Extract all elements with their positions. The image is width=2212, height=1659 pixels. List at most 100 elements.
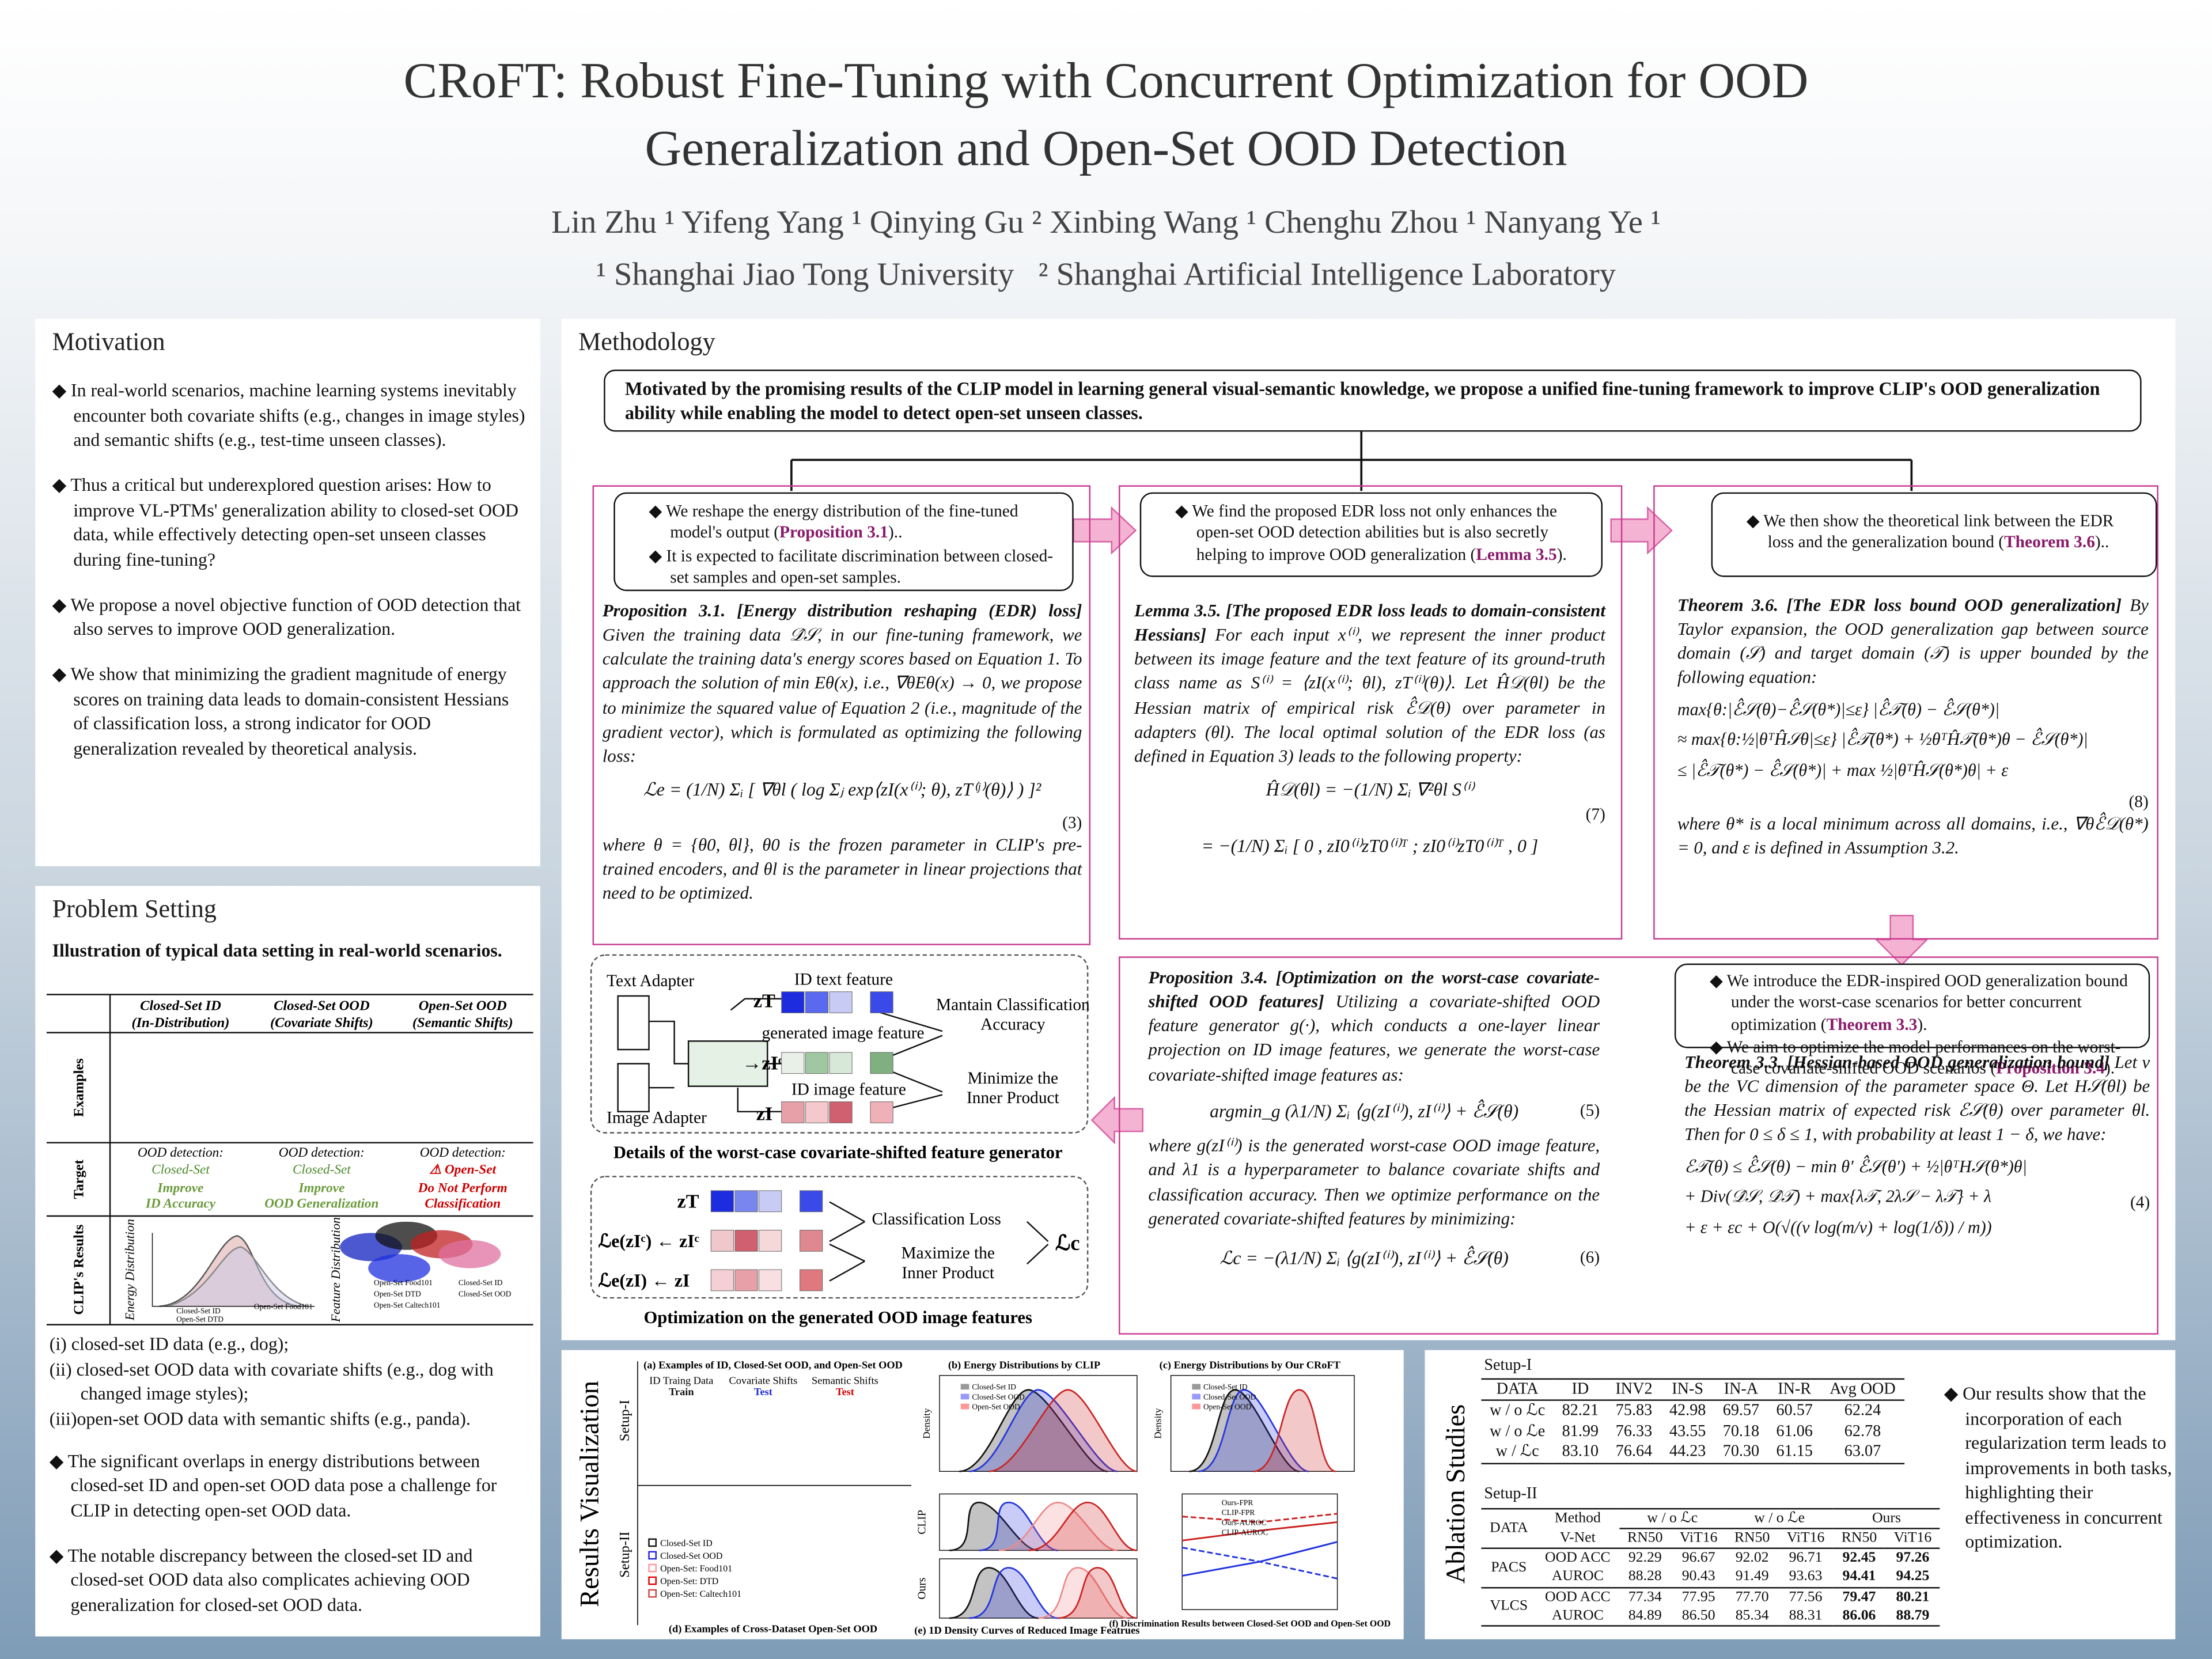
legend-label: Closed-Set OOD	[459, 1290, 512, 1298]
table-header: DATA	[1490, 1521, 1528, 1537]
table-row: DATA Method w / o ℒc w / o ℒe Ours	[1481, 1509, 1940, 1536]
theorem-title: Proposition 3.4. [Optimization on the wo…	[1148, 968, 1600, 1012]
ablation-table: DATA Method w / o ℒc w / o ℒe Ours V-Net RN50 V…	[1481, 1508, 1940, 1626]
column-box: We reshape the energy distribution of th…	[592, 485, 1091, 945]
setup-label: Setup-I	[1484, 1357, 1532, 1374]
legend-label: Ours-FPR	[1222, 1498, 1253, 1507]
table-cell: AUROC	[1551, 1569, 1604, 1585]
feature-cell	[710, 1230, 734, 1252]
setup-label: Setup-I	[617, 1400, 632, 1441]
feature-cell	[759, 1230, 782, 1252]
table-cell: 70.30	[1722, 1443, 1760, 1461]
metric-curve	[1181, 1541, 1338, 1577]
feature-cell	[870, 1101, 893, 1123]
equation: Ĥ𝒟(θl) = −(1/N) Σᵢ ∇²θl S⁽ⁱ⁾	[1266, 778, 1474, 800]
setting-figure: Closed-Set ID (In-Distribution) Closed-Set…	[46, 994, 533, 1325]
feature-cell	[805, 991, 829, 1013]
table-header: ViT16	[1679, 1531, 1718, 1547]
feature-cell	[781, 1052, 805, 1074]
table-cell: PACS	[1491, 1560, 1527, 1576]
feature-cell	[800, 1269, 823, 1291]
arrows	[649, 998, 943, 1114]
table-row: w / o ℒe 81.99 76.33 43.55 70.18 61.06 62.78	[1481, 1422, 1904, 1442]
energy-curves	[166, 1246, 308, 1307]
theorem-body: where θ* is a local minimum across all d…	[1677, 813, 2149, 858]
caption: Details of the worst-case covariate-shif…	[613, 1143, 1063, 1162]
panel-title: (c) Energy Distributions by Our CRoFT	[1160, 1359, 1340, 1372]
column-box: We find the proposed EDR loss not only e…	[1119, 485, 1623, 940]
plot-frame	[939, 1375, 1138, 1472]
legend-label: Closed-Set ID	[459, 1278, 503, 1287]
feature-cell	[759, 1269, 782, 1291]
summary-box: We reshape the energy distribution of th…	[613, 492, 1074, 592]
theorem-title: Lemma 3.5. [The proposed EDR loss leads …	[1134, 601, 1605, 645]
feature-cluster	[368, 1254, 430, 1283]
feature-cell	[800, 1190, 823, 1213]
legend-label: Closed-Set ID	[1203, 1382, 1248, 1391]
legend-label: CLIP-AUROC	[1222, 1528, 1268, 1536]
target-detection: OOD detection:	[138, 1145, 224, 1160]
bullet: It is expected to facilitate discriminat…	[649, 546, 1058, 589]
target-effect: Classification	[425, 1196, 501, 1211]
table-cell: 83.10	[1562, 1443, 1599, 1461]
label: ID image feature	[791, 1080, 906, 1099]
proposition: Proposition 3.4. [Optimization on the wo…	[1148, 967, 1600, 1285]
table-cell: 84.89	[1628, 1607, 1662, 1623]
feature-cluster	[438, 1240, 501, 1268]
table-cell: 92.29	[1628, 1551, 1662, 1566]
heading: Problem Setting	[52, 894, 217, 923]
feature-cell	[781, 991, 805, 1013]
bullet: The significant overlaps in energy distr…	[50, 1448, 529, 1523]
density-curve	[949, 1567, 1039, 1619]
legend-label: Closed-Set OOD	[1203, 1392, 1256, 1401]
legend-swatch	[1192, 1393, 1201, 1400]
target-effect: Improve	[157, 1180, 203, 1195]
table-cell: 90.43	[1681, 1569, 1715, 1585]
vector-label: zI	[756, 1103, 773, 1124]
table-lines	[46, 994, 533, 1325]
intro-box: Motivated by the promising results of th…	[604, 369, 2142, 432]
equation-line: max{θ:|ℰ̂𝒮(θ)−ℰ̂𝒮(θ*)|≤ε} |ℰ̂𝒯(θ) − ℰ̂𝒮(…	[1677, 699, 2000, 719]
legend-label: Ours-AUROC	[1222, 1518, 1267, 1527]
table-row: V-Net RN50 ViT16 RN50 ViT16 RN50 ViT16	[1481, 1529, 1940, 1549]
text: ).	[1556, 544, 1567, 564]
legend-swatch	[1192, 1384, 1201, 1390]
bullet: We reshape the energy distribution of th…	[649, 501, 1058, 544]
reference: Proposition 3.4	[1996, 1058, 2105, 1079]
example-label: ID Traing Data	[649, 1374, 713, 1386]
table-cell: 96.71	[1789, 1551, 1823, 1566]
feature-cell	[829, 991, 853, 1013]
equation: argmin_g (λ1/N) Σᵢ ⟨g(zI⁽ⁱ⁾), zI⁽ⁱ⁾⟩ + ℰ…	[1210, 1100, 1519, 1122]
feature-cell	[734, 1230, 758, 1252]
legend-label: Open-Set DTD	[374, 1290, 421, 1298]
table-cell: 60.57	[1776, 1403, 1813, 1420]
table-cell: 92.45	[1842, 1551, 1876, 1566]
vector-label: →zIᶜ	[742, 1052, 783, 1074]
theorem-body: By Taylor expansion, the OOD generalizat…	[1677, 595, 2149, 688]
table-cell: OOD ACC	[1545, 1551, 1611, 1566]
plot-frame	[1170, 1375, 1355, 1472]
bullet: We propose a novel objective function of…	[52, 592, 527, 642]
density-curve	[1028, 1501, 1138, 1551]
label: Classification Loss	[872, 1210, 1001, 1229]
text: We find the proposed EDR loss not only e…	[1192, 501, 1557, 564]
text: ).	[2104, 1058, 2115, 1079]
density-curve	[969, 1567, 1058, 1619]
list-item: (iii)open-set OOD data with semantic shi…	[49, 1408, 471, 1429]
equation-line: ≤ |ℰ̂𝒯(θ*) − ℰ̂𝒮(θ*)| + max ½|θᵀĤ𝒮(θ*)θ|…	[1677, 760, 2009, 781]
equation-line: ≈ max{θ:½|θᵀĤ𝒮θ|≤ε} |ℰ̂𝒯(θ*) + ½θᵀĤ𝒯(θ*)…	[1677, 729, 2088, 749]
legend-label: Open-Set Caltech101	[374, 1301, 440, 1309]
column-title: Closed-Set OOD	[274, 998, 370, 1013]
table-cell: 97.26	[1896, 1551, 1930, 1566]
text: We reshape the energy distribution of th…	[665, 501, 1018, 543]
list-item: (ii) closed-set OOD data with covariate …	[49, 1358, 494, 1404]
arrows	[829, 1201, 1049, 1282]
equation-number: (6)	[1580, 1247, 1600, 1267]
legend-label: Closed-Set ID	[660, 1539, 713, 1548]
legend-swatch	[648, 1563, 657, 1573]
summary-box: We then show the theoretical link betwee…	[1711, 492, 2157, 577]
feature-cell	[805, 1101, 829, 1123]
legend-label: Open-Set: Food101	[660, 1564, 732, 1574]
